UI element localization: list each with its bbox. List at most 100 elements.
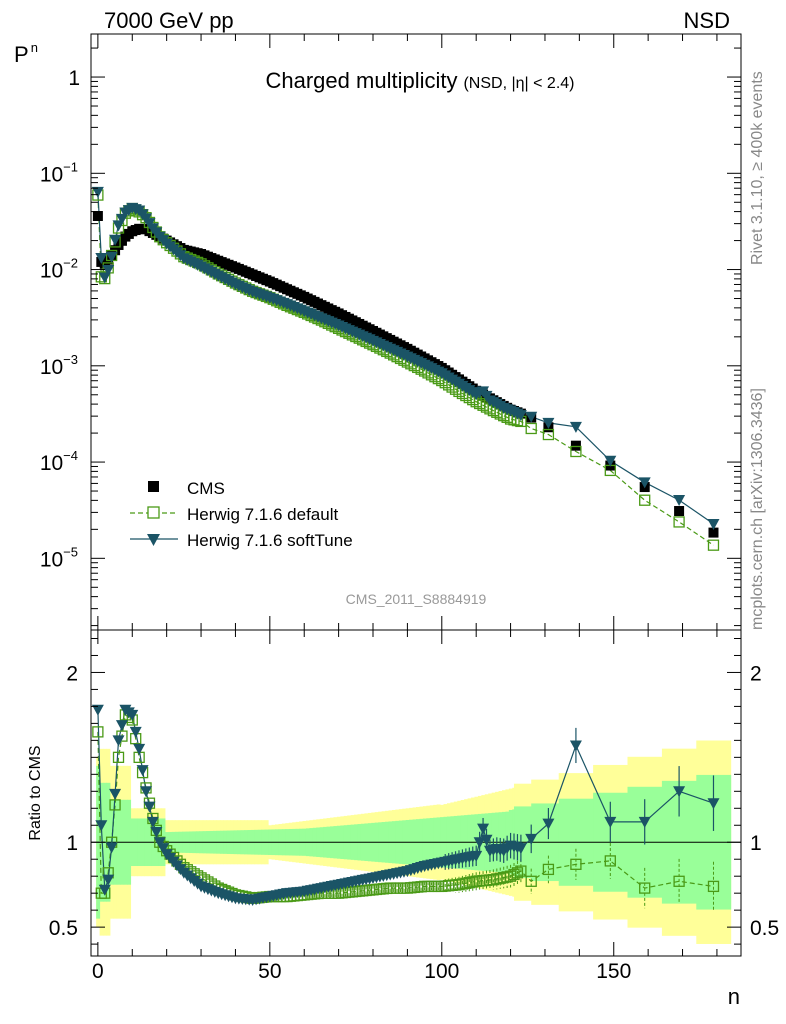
cms-data-point [92,211,103,222]
mcplots-credit-label: mcplots.cern.ch [arXiv:1306.3436] [749,388,766,630]
softtune-ratio-point [102,874,115,886]
default-ratio-point [639,882,651,894]
softtune-data-point [514,410,527,422]
softtune-ratio-point [109,788,122,800]
main-y-tick-label: 10−3 [40,352,78,379]
softtune-ratio-point [673,786,686,798]
softtune-ratio-point [480,834,493,846]
cms-data-point [708,527,719,538]
softtune-ratio-point [146,816,159,828]
softtune-ratio-point [569,740,582,752]
softtune-ratio-point [95,820,108,832]
softtune-ratio-point [140,786,153,798]
ratio-y-tick-label-right: 0.5 [750,917,779,940]
x-tick-label: 150 [596,960,631,983]
cms-data-point [674,506,685,517]
softtune-data-point [105,251,118,263]
softtune-data-point [673,495,686,507]
softtune-ratio-point [477,823,490,835]
main-y-tick-mantissa: 10 [40,163,63,186]
softtune-ratio-point [133,743,146,755]
softtune-data-point [525,411,538,423]
x-tick-label: 50 [258,960,281,983]
softtune-ratio-point [604,816,617,828]
x-axis-title: n [728,984,740,1009]
softtune-ratio-point [638,816,651,828]
default-ratio-point [542,863,555,876]
default-ratio-point [508,868,520,881]
legend-default-marker [147,506,160,519]
main-y-tick-mantissa: 10 [40,548,63,571]
softtune-ratio-point [98,884,111,896]
softtune-ratio-point [153,837,166,849]
default-ratio-point [112,751,125,763]
default-ratio-point [604,855,616,867]
softtune-ratio-point [91,704,104,716]
default-ratio-point [673,875,685,887]
ratio-y-tick-label: 2 [66,662,78,685]
softtune-ratio-point [514,843,527,855]
main-y-tick-exponent: −5 [63,544,78,559]
main-y-tick-label: 1 [68,67,80,90]
default-data-point [639,494,651,506]
default-ratio-point [570,858,582,870]
legend-default-label: Herwig 7.1.6 default [187,505,338,524]
default-data-point [673,516,685,528]
softtune-ratio-point [473,837,486,849]
default-data-point [542,428,555,441]
legend-cms-label: CMS [187,479,225,498]
softtune-data-point [638,477,651,489]
main-y-tick-exponent: −3 [63,352,78,367]
softtune-data-point [604,455,617,467]
main-y-tick-label: 10−4 [40,448,78,475]
main-plot-panel: 10−510−410−310−210−11 Charged multiplici… [40,33,742,631]
default-data-point [707,539,720,551]
legend: CMS Herwig 7.1.6 default Herwig 7.1.6 soft… [130,479,353,550]
x-tick-label: 100 [424,960,459,983]
default-data-point [570,445,582,458]
main-y-tick-label: 10−5 [40,544,78,571]
softtune-ratio-point [105,842,118,854]
ratio-y-tick-label-right: 2 [750,662,762,685]
default-ratio-point [707,880,720,893]
rivet-version-label: Rivet 3.1.10, ≥ 400k events [749,71,766,265]
softtune-data-point [102,264,115,276]
main-y-tick-mantissa: 10 [40,452,63,475]
header-process-label: NSD [684,8,730,33]
ratio-y-tick-label: 1 [66,832,78,855]
softtune-data-point [91,186,104,198]
softtune-data-point [109,234,122,246]
softtune-data-point [98,272,111,284]
softtune-ratio-point [542,818,555,830]
softtune-ratio-point [115,720,128,732]
main-y-tick-exponent: −4 [63,448,78,463]
legend-cms-marker [148,481,159,492]
main-y-tick-exponent: −2 [63,256,78,271]
main-y-tick-exponent: −1 [63,159,78,174]
softtune-data-point [95,252,108,264]
ratio-plot-frame [90,629,742,957]
softtune-ratio-point [112,735,125,747]
softtune-data-point [707,518,720,530]
default-data-point [525,422,537,435]
softtune-data-point [569,421,582,433]
analysis-tag: CMS_2011_S8884919 [346,591,487,607]
main-y-tick-label: 10−2 [40,256,78,283]
main-y-tick-mantissa: 10 [40,356,63,379]
softtune-data-point [542,417,555,429]
softtune-ratio-point [143,801,156,813]
main-y-tick-mantissa: 10 [40,260,63,283]
ratio-y-tick-label-right: 1 [750,832,762,855]
softtune-ratio-point [525,833,538,845]
softtune-ratio-point [129,726,142,738]
default-ratio-point [92,726,104,738]
x-tick-label: 0 [92,960,104,983]
softtune-ratio-point [470,850,483,862]
default-ratio-point [511,867,524,879]
header-collision-label: 7000 GeV pp [104,8,234,33]
default-ratio-point [515,865,527,877]
default-ratio-point [109,799,121,811]
legend-softtune-label: Herwig 7.1.6 softTune [187,531,353,550]
ratio-y-tick-label: 0.5 [49,917,78,940]
